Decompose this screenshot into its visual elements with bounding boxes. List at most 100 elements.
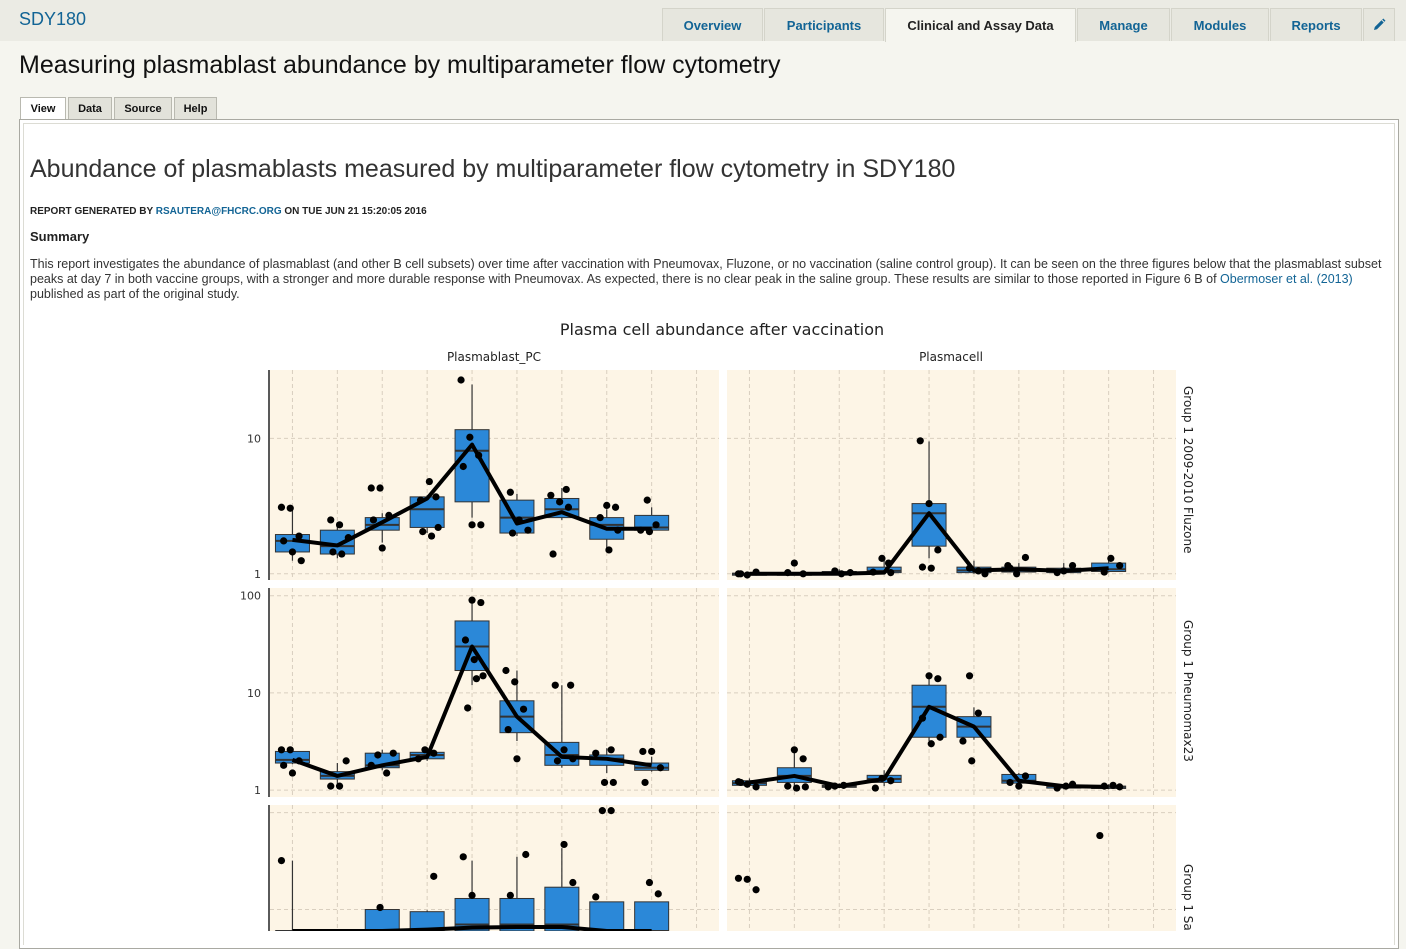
data-point: [376, 484, 384, 492]
data-point: [389, 749, 397, 757]
data-point: [637, 526, 645, 534]
data-point: [383, 769, 391, 777]
data-point: [553, 757, 562, 765]
data-point: [1060, 567, 1068, 575]
project-link[interactable]: SDY180: [19, 9, 87, 29]
data-point: [472, 675, 481, 683]
tab-reports[interactable]: Reports: [1270, 8, 1362, 41]
subtab-view[interactable]: View: [20, 97, 66, 120]
data-point: [974, 567, 982, 575]
data-point: [286, 504, 294, 512]
data-point: [297, 557, 305, 565]
box: [364, 909, 400, 931]
tab-manage[interactable]: Manage: [1077, 8, 1170, 41]
data-point: [965, 672, 974, 680]
data-point: [1109, 781, 1117, 789]
data-point: [752, 783, 760, 791]
data-point: [569, 878, 577, 887]
data-point: [1100, 782, 1108, 790]
data-point: [367, 484, 375, 492]
data-point: [280, 537, 288, 545]
data-point: [1021, 772, 1030, 780]
data-point: [567, 681, 575, 689]
data-point: [974, 709, 982, 717]
data-point: [609, 778, 617, 787]
data-point: [1015, 782, 1023, 790]
edit-tabs-button[interactable]: [1363, 8, 1395, 41]
report-title: Abundance of plasmablasts measured by mu…: [30, 155, 956, 183]
data-point: [335, 521, 344, 529]
tab-overview[interactable]: Overview: [662, 8, 763, 41]
data-point: [1116, 783, 1124, 791]
data-point: [549, 550, 557, 558]
data-point: [603, 501, 611, 510]
data-point: [508, 529, 517, 537]
meta-date: ON TUE JUN 21 15:20:05 2016: [281, 206, 427, 217]
tab-clinical-and-assay-data[interactable]: Clinical and Assay Data: [885, 8, 1076, 42]
box: [634, 762, 670, 771]
subtab-source[interactable]: Source: [114, 97, 172, 119]
data-point: [280, 761, 288, 769]
data-point: [878, 554, 886, 562]
box: [409, 496, 445, 528]
data-point: [981, 570, 989, 578]
data-point: [846, 569, 854, 577]
data-point: [959, 737, 967, 745]
data-point: [551, 681, 559, 689]
data-point: [799, 755, 807, 763]
box: [589, 901, 625, 931]
facet-row-label: Group 1 2009-2010 Fluzone: [1181, 386, 1195, 554]
data-point: [598, 807, 606, 815]
data-point: [600, 778, 609, 787]
data-point: [887, 569, 895, 577]
data-point: [968, 757, 976, 765]
data-point: [470, 656, 478, 664]
data-point: [592, 893, 600, 901]
data-point: [936, 733, 944, 741]
data-point: [464, 704, 472, 712]
data-point: [369, 516, 378, 524]
data-point: [752, 568, 760, 576]
author-email-link[interactable]: RSAUTERA@FHCRC.ORG: [155, 206, 282, 217]
median-trend-line: [749, 704, 1109, 789]
data-point: [461, 636, 470, 644]
data-point: [376, 903, 384, 912]
data-point: [327, 782, 335, 790]
data-point: [560, 840, 568, 849]
data-point: [502, 666, 510, 675]
data-point: [329, 548, 337, 556]
data-point: [367, 761, 375, 769]
data-point: [295, 532, 303, 540]
data-point: [385, 511, 393, 519]
data-point: [434, 523, 442, 532]
data-point: [801, 783, 809, 791]
data-point: [288, 769, 297, 777]
obermoser-link[interactable]: Obermoser et al. (2013): [1220, 272, 1353, 286]
data-point: [792, 784, 801, 792]
y-tick-label: 1: [254, 784, 261, 797]
data-point: [295, 757, 303, 765]
data-point: [605, 546, 613, 554]
data-point: [477, 598, 485, 607]
data-point: [799, 570, 807, 578]
data-point: [468, 521, 476, 529]
data-point: [824, 783, 832, 791]
data-point: [421, 746, 429, 754]
tab-modules[interactable]: Modules: [1171, 8, 1269, 41]
data-point: [477, 521, 485, 529]
data-point: [459, 462, 467, 471]
y-tick-label: 100: [240, 590, 261, 603]
facet-row-label: Group 1 Pneumomax23: [1181, 620, 1195, 762]
data-point: [645, 878, 654, 887]
subtab-data[interactable]: Data: [68, 97, 112, 119]
data-point: [965, 564, 974, 572]
subtab-help[interactable]: Help: [174, 97, 217, 119]
tab-participants[interactable]: Participants: [764, 8, 884, 41]
summary-text: This report investigates the abundance o…: [30, 257, 1382, 286]
data-point: [430, 749, 438, 757]
data-point: [918, 563, 927, 571]
data-point: [338, 550, 346, 558]
data-point: [1021, 553, 1030, 562]
data-point: [925, 672, 933, 680]
median-trend-line: [292, 924, 652, 931]
